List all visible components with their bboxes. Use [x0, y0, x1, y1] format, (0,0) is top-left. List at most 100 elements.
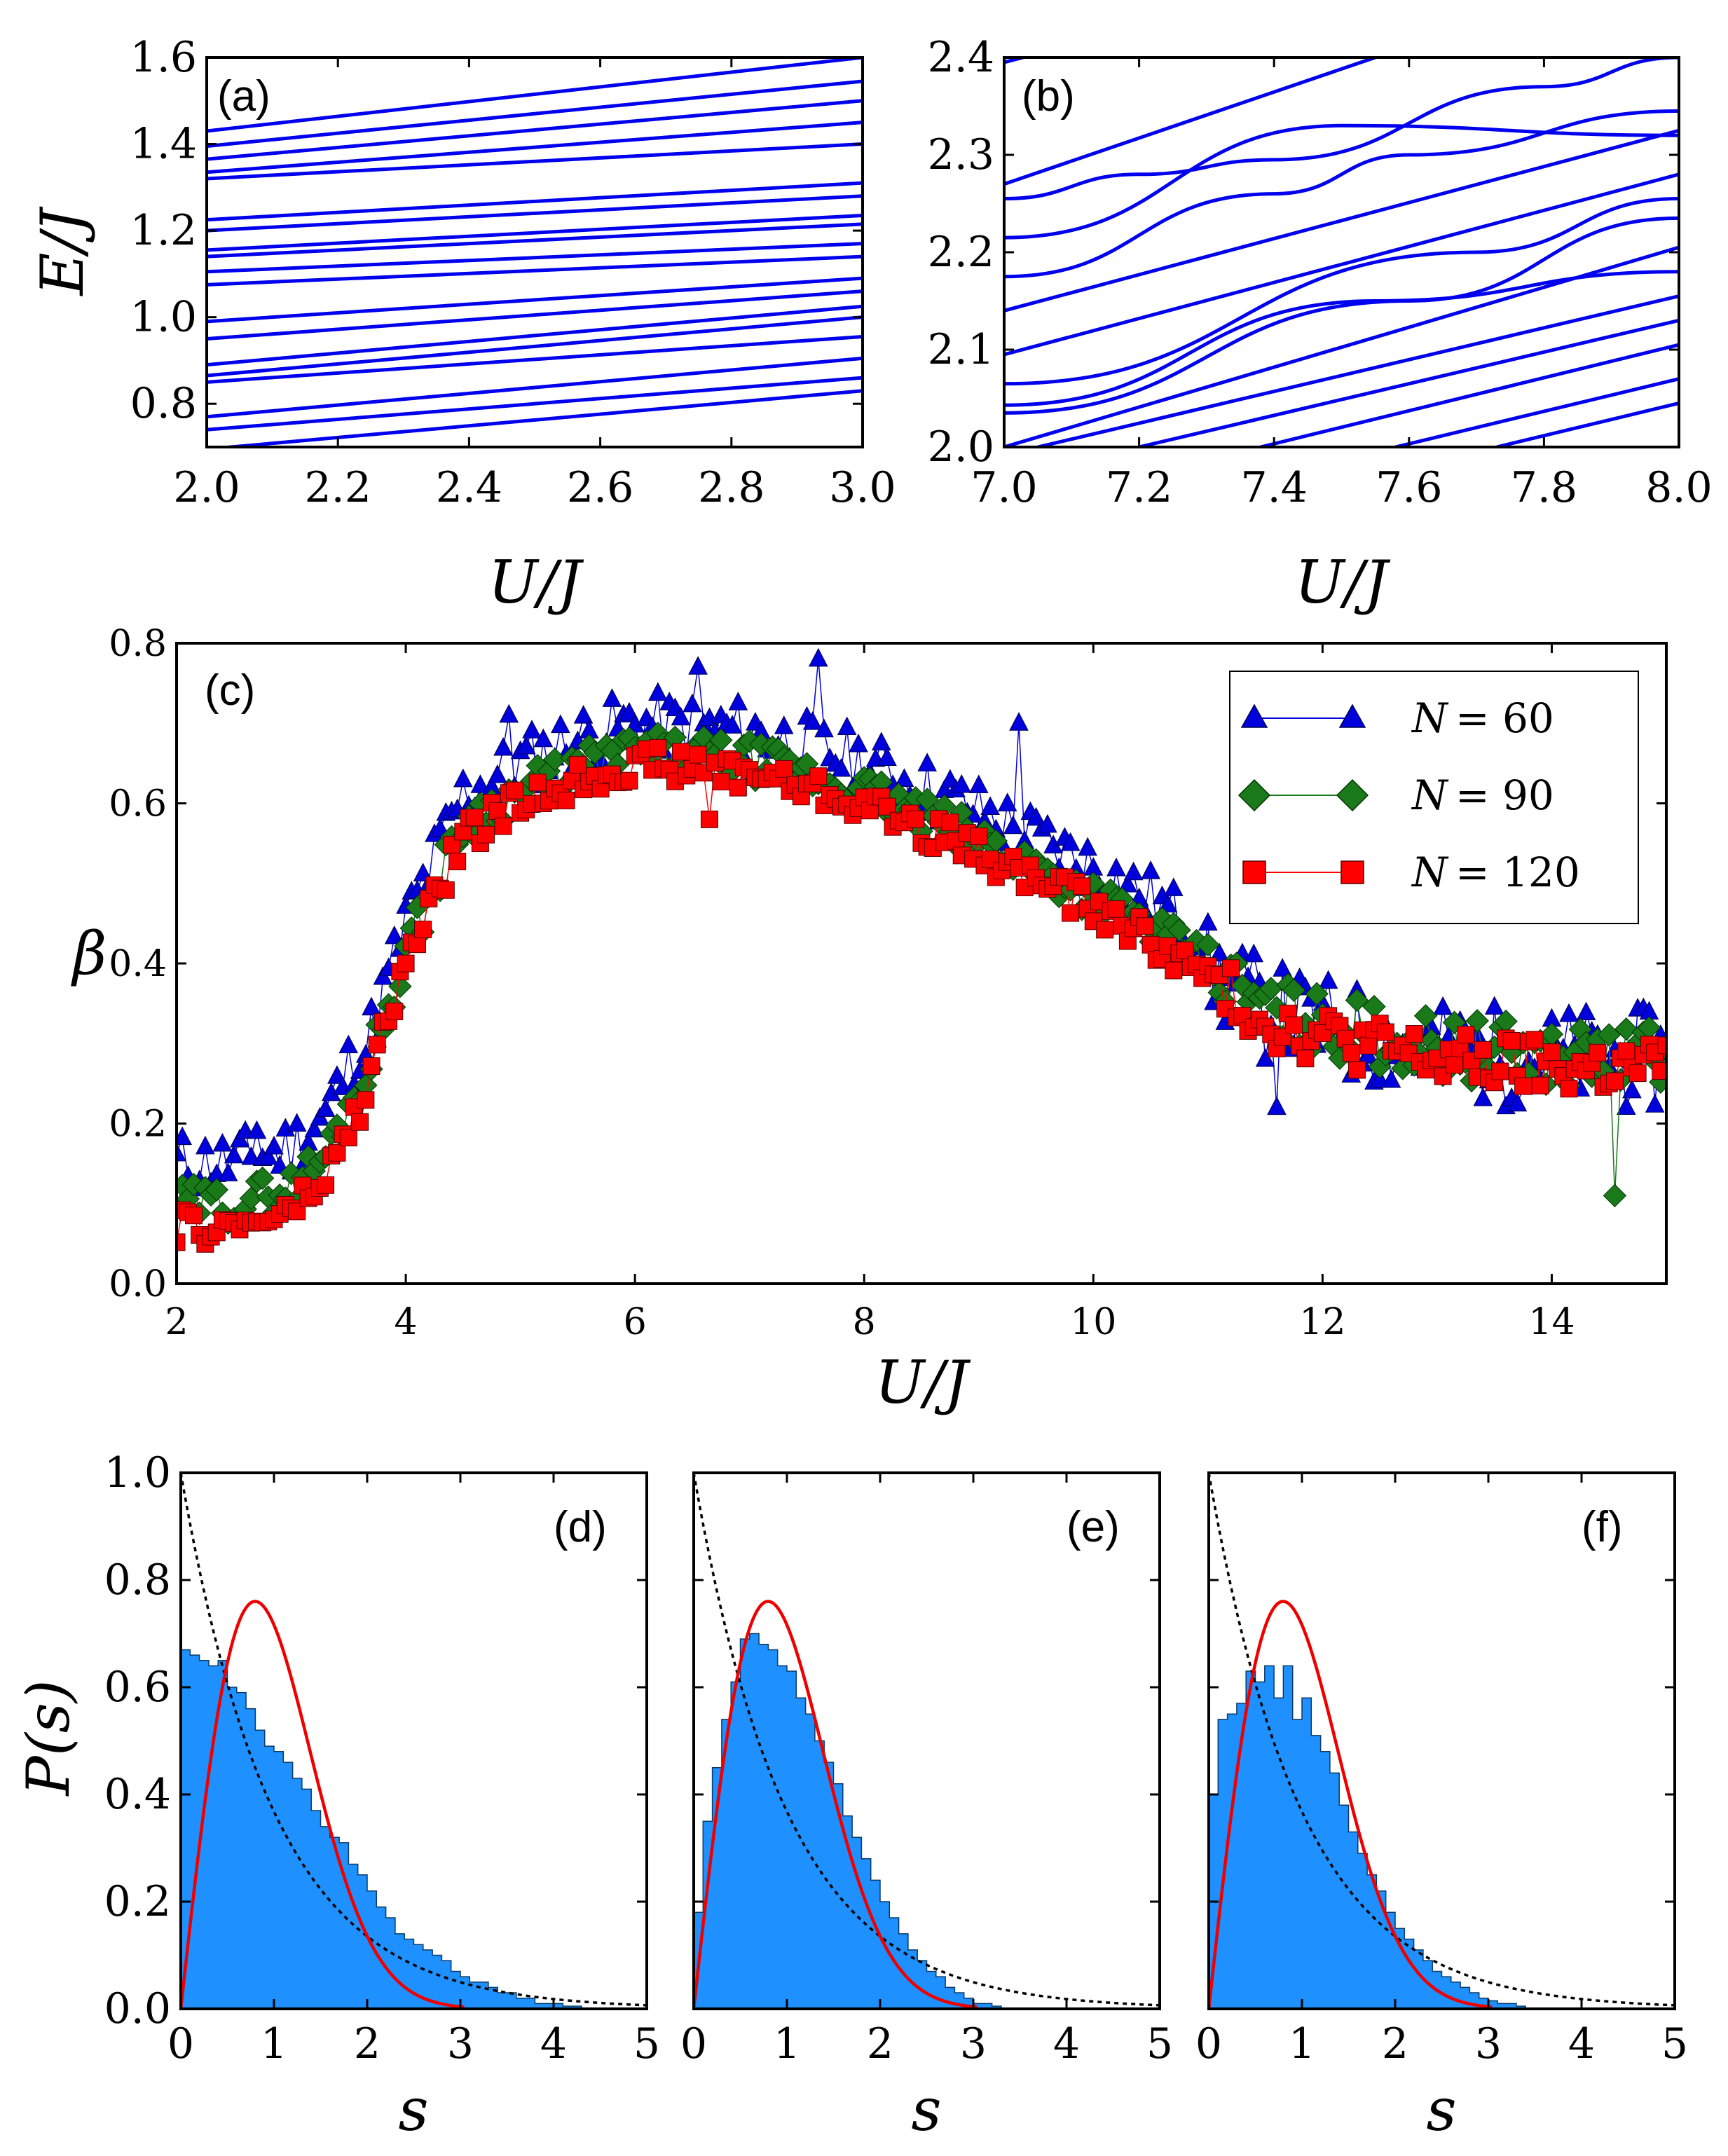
data-point-triangle — [304, 1118, 324, 1138]
x-tick-label: 0 — [167, 2019, 194, 2068]
histogram-bar — [814, 1740, 825, 2009]
data-point-square — [1062, 904, 1080, 922]
histogram-bar — [367, 1890, 377, 2009]
x-tick-label: 2.0 — [173, 463, 240, 512]
data-point-triangle — [1433, 996, 1453, 1015]
x-tick-label: 8.0 — [1645, 463, 1712, 512]
data-point-square — [177, 1233, 186, 1251]
panel-e-histogram — [694, 1473, 1160, 2009]
data-point-triangle — [952, 774, 972, 793]
data-point-triangle — [196, 1135, 215, 1155]
data-point-triangle — [968, 774, 989, 793]
y-tick-label: 0.8 — [130, 379, 197, 428]
legend-marker-triangle — [1338, 703, 1366, 728]
x-tick-label: 5 — [1146, 2019, 1173, 2068]
x-tick-label: 7.4 — [1240, 463, 1307, 512]
y-tick-label: 0.4 — [109, 943, 167, 985]
y-tick-label: 0.4 — [104, 1770, 171, 1819]
data-point-triangle — [516, 735, 536, 755]
energy-level-line — [207, 142, 863, 181]
data-point-triangle — [980, 796, 1000, 815]
data-point-square — [357, 1091, 375, 1109]
legend-marker-triangle — [1240, 703, 1268, 728]
data-point-triangle — [1060, 832, 1081, 851]
x-tick-label: 2.2 — [304, 463, 371, 512]
data-point-triangle — [1003, 815, 1023, 835]
panel-c-series — [177, 647, 1666, 1253]
data-point-square — [620, 771, 638, 790]
data-point-square — [414, 920, 432, 938]
x-tick-label: 3 — [1475, 2019, 1502, 2068]
histogram-bar — [404, 1939, 414, 2009]
histogram-bar — [348, 1864, 359, 2009]
data-point-square — [362, 1057, 380, 1076]
histogram-bar — [1227, 1714, 1237, 2009]
histogram-bar — [190, 1655, 200, 2009]
energy-level-line — [1004, 270, 1679, 407]
x-tick-label: 6 — [624, 1301, 647, 1343]
energy-level-line — [1004, 197, 1679, 386]
data-point-square — [408, 935, 426, 954]
energy-level-line — [207, 276, 863, 324]
histogram-bar — [1283, 1666, 1294, 2009]
panel-f-frame — [1207, 1471, 1676, 2010]
data-point-triangle — [1038, 813, 1057, 833]
data-point-triangle — [1009, 712, 1029, 731]
data-point-triangle — [728, 692, 748, 710]
histogram-bar — [1413, 1949, 1424, 2009]
histogram-bar — [1451, 1982, 1461, 2009]
histogram-bar — [1460, 1987, 1470, 2009]
data-point-triangle — [453, 768, 473, 788]
data-point-square — [1531, 1076, 1549, 1094]
panel-a: 2.0 2.2 2.4 2.6 2.8 3.0 0.8 1.0 1.2 1.4 1.6 (a) U/… — [28, 33, 896, 617]
histogram-bar — [759, 1644, 769, 2009]
histogram-bar — [274, 1751, 284, 2009]
energy-level-line — [1004, 123, 1679, 240]
data-point-triangle — [1559, 1003, 1579, 1022]
poisson-curve — [694, 1473, 1160, 2007]
data-point-diamond — [1167, 918, 1191, 942]
histogram-bar — [1367, 1874, 1377, 2009]
histogram-bar — [320, 1826, 331, 2009]
histogram-bar — [1357, 1853, 1368, 2009]
data-point-triangle — [1381, 1069, 1401, 1088]
data-point-square — [1313, 1024, 1331, 1043]
data-point-triangle — [362, 996, 381, 1016]
data-point-triangle — [488, 764, 507, 783]
energy-level-line — [1004, 57, 1679, 201]
data-point-diamond — [1305, 982, 1329, 1006]
histogram-bar — [926, 1971, 937, 2009]
y-tick-label: 1.0 — [130, 293, 197, 342]
x-tick-label: 1 — [261, 2019, 287, 2068]
energy-level-line — [207, 376, 863, 432]
data-point-diamond — [205, 1178, 228, 1202]
panel-e: 0 1 2 3 4 5 (e) s — [680, 1471, 1173, 2144]
data-point-triangle — [997, 792, 1017, 811]
data-point-square — [672, 743, 690, 761]
data-point-square — [1628, 1064, 1647, 1083]
data-point-square — [907, 810, 925, 828]
energy-level-line — [207, 356, 863, 419]
data-point-square — [1542, 1043, 1561, 1062]
data-point-triangle — [1255, 1048, 1275, 1067]
energy-level-line — [207, 194, 863, 233]
y-tick-label: 0.8 — [104, 1556, 171, 1605]
data-point-triangle — [1318, 970, 1338, 989]
data-point-triangle — [722, 715, 742, 734]
data-point-square — [1589, 1043, 1607, 1062]
histogram-bar — [824, 1762, 834, 2009]
energy-level-line — [1004, 245, 1679, 447]
panel-b-label: (b) — [1022, 72, 1075, 121]
histogram-bar — [181, 1649, 191, 2009]
panel-f-histogram — [1209, 1473, 1675, 2009]
data-point-triangle — [894, 768, 914, 787]
histogram-bar — [460, 1977, 470, 2009]
data-point-square — [689, 746, 707, 764]
panel-c-legend: N = 60 N = 90 N = 120 — [1229, 671, 1639, 924]
poisson-curve — [1209, 1473, 1675, 2007]
legend-marker-square — [1340, 860, 1364, 884]
data-point-diamond — [388, 974, 412, 998]
data-point-diamond — [1345, 988, 1369, 1012]
data-point-square — [809, 767, 828, 785]
data-point-triangle — [259, 1146, 278, 1165]
